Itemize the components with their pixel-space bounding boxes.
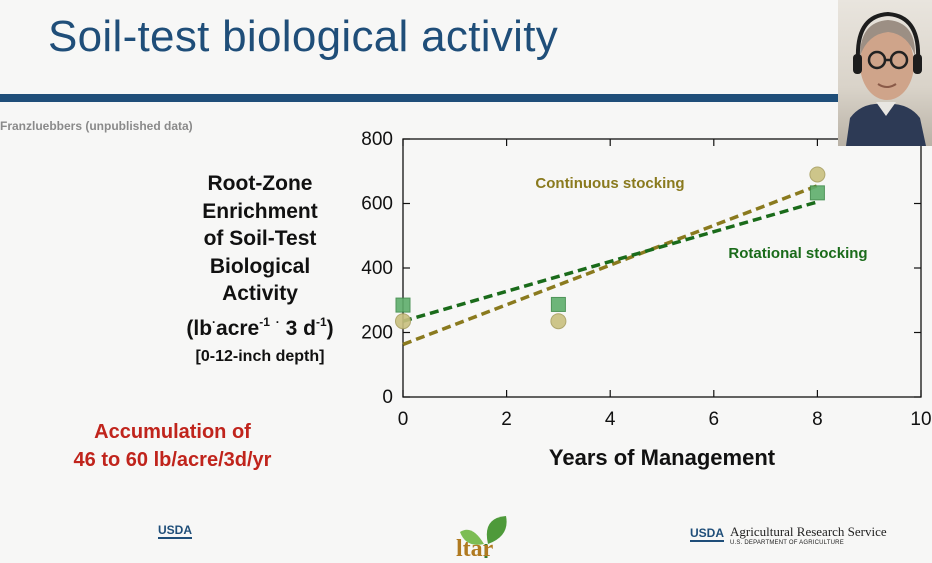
ars-usda-text: USDA [690,526,725,542]
ylabel-units: (lb·acre-1 · 3 d-1) [160,308,360,343]
source-note: Franzluebbers (unpublished data) [0,119,193,133]
ars-logo: USDA Agricultural Research Service U.S. … [690,524,910,554]
ltar-leaf-icon [460,516,507,558]
ylabel-line: Activity [222,282,298,305]
data-point-square [550,296,566,312]
ylabel-line: Biological [209,254,311,278]
units-open: (lb [186,316,213,340]
trend-line [402,184,819,347]
title-divider-bar [0,94,840,102]
presenter-video[interactable] [838,0,932,146]
ltar-logo-text: ltar [456,536,494,562]
accumulation-line: 46 to 60 lb/acre/3d/yr [73,449,272,471]
series-label: Continuous stocking [535,175,684,192]
units-acre: acre [216,316,260,340]
y-tick-label: 600 [361,194,393,215]
usda-logo: USDA [158,521,193,539]
series-label: Rotational stocking [728,245,867,262]
units-exp: -1 [259,314,270,329]
units-dot: · [275,314,280,329]
x-tick-label: 0 [398,409,409,430]
ars-dept: U.S. DEPARTMENT OF AGRICULTURE [730,540,844,546]
y-tick-label: 800 [361,129,393,150]
x-tick-label: 10 [910,409,931,430]
data-point-circle [809,166,826,183]
data-point-square [809,185,825,201]
ylabel-line: of Soil-Test [203,227,317,250]
y-tick-label: 200 [361,323,393,344]
x-tick-label: 8 [812,409,823,430]
units-dot: · [212,314,217,329]
ylabel-depth: [0-12-inch depth] [195,347,325,365]
ylabel-line: Enrichment [202,199,318,223]
x-tick-label: 4 [605,409,616,430]
usda-logo-text: USDA [158,523,193,539]
ars-name: Agricultural Research Service [730,524,887,539]
ltar-logo: ltar [454,514,514,562]
ylabel-line: Root-Zone [207,172,313,195]
x-tick-label: 6 [709,409,720,430]
units-exp: -1 [315,314,327,329]
units-close: ) [326,316,334,340]
y-tick-label: 0 [382,387,393,408]
units-3d: 3 d [285,316,316,340]
x-axis-label: Years of Management [549,445,776,470]
y-axis-label: Root-Zone Enrichment of Soil-Test Biolog… [160,170,360,369]
webcam-presenter-icon [846,11,926,146]
y-tick-label: 400 [361,258,393,279]
data-point-circle [550,313,567,330]
accumulation-line: Accumulation of [94,421,251,443]
accumulation-note: Accumulation of 46 to 60 lb/acre/3d/yr [40,418,305,474]
x-tick-label: 2 [501,409,512,430]
data-point-circle [395,313,411,330]
trend-line [402,200,818,323]
slide-title: Soil-test biological activity [48,12,559,61]
data-point-square [395,297,411,313]
